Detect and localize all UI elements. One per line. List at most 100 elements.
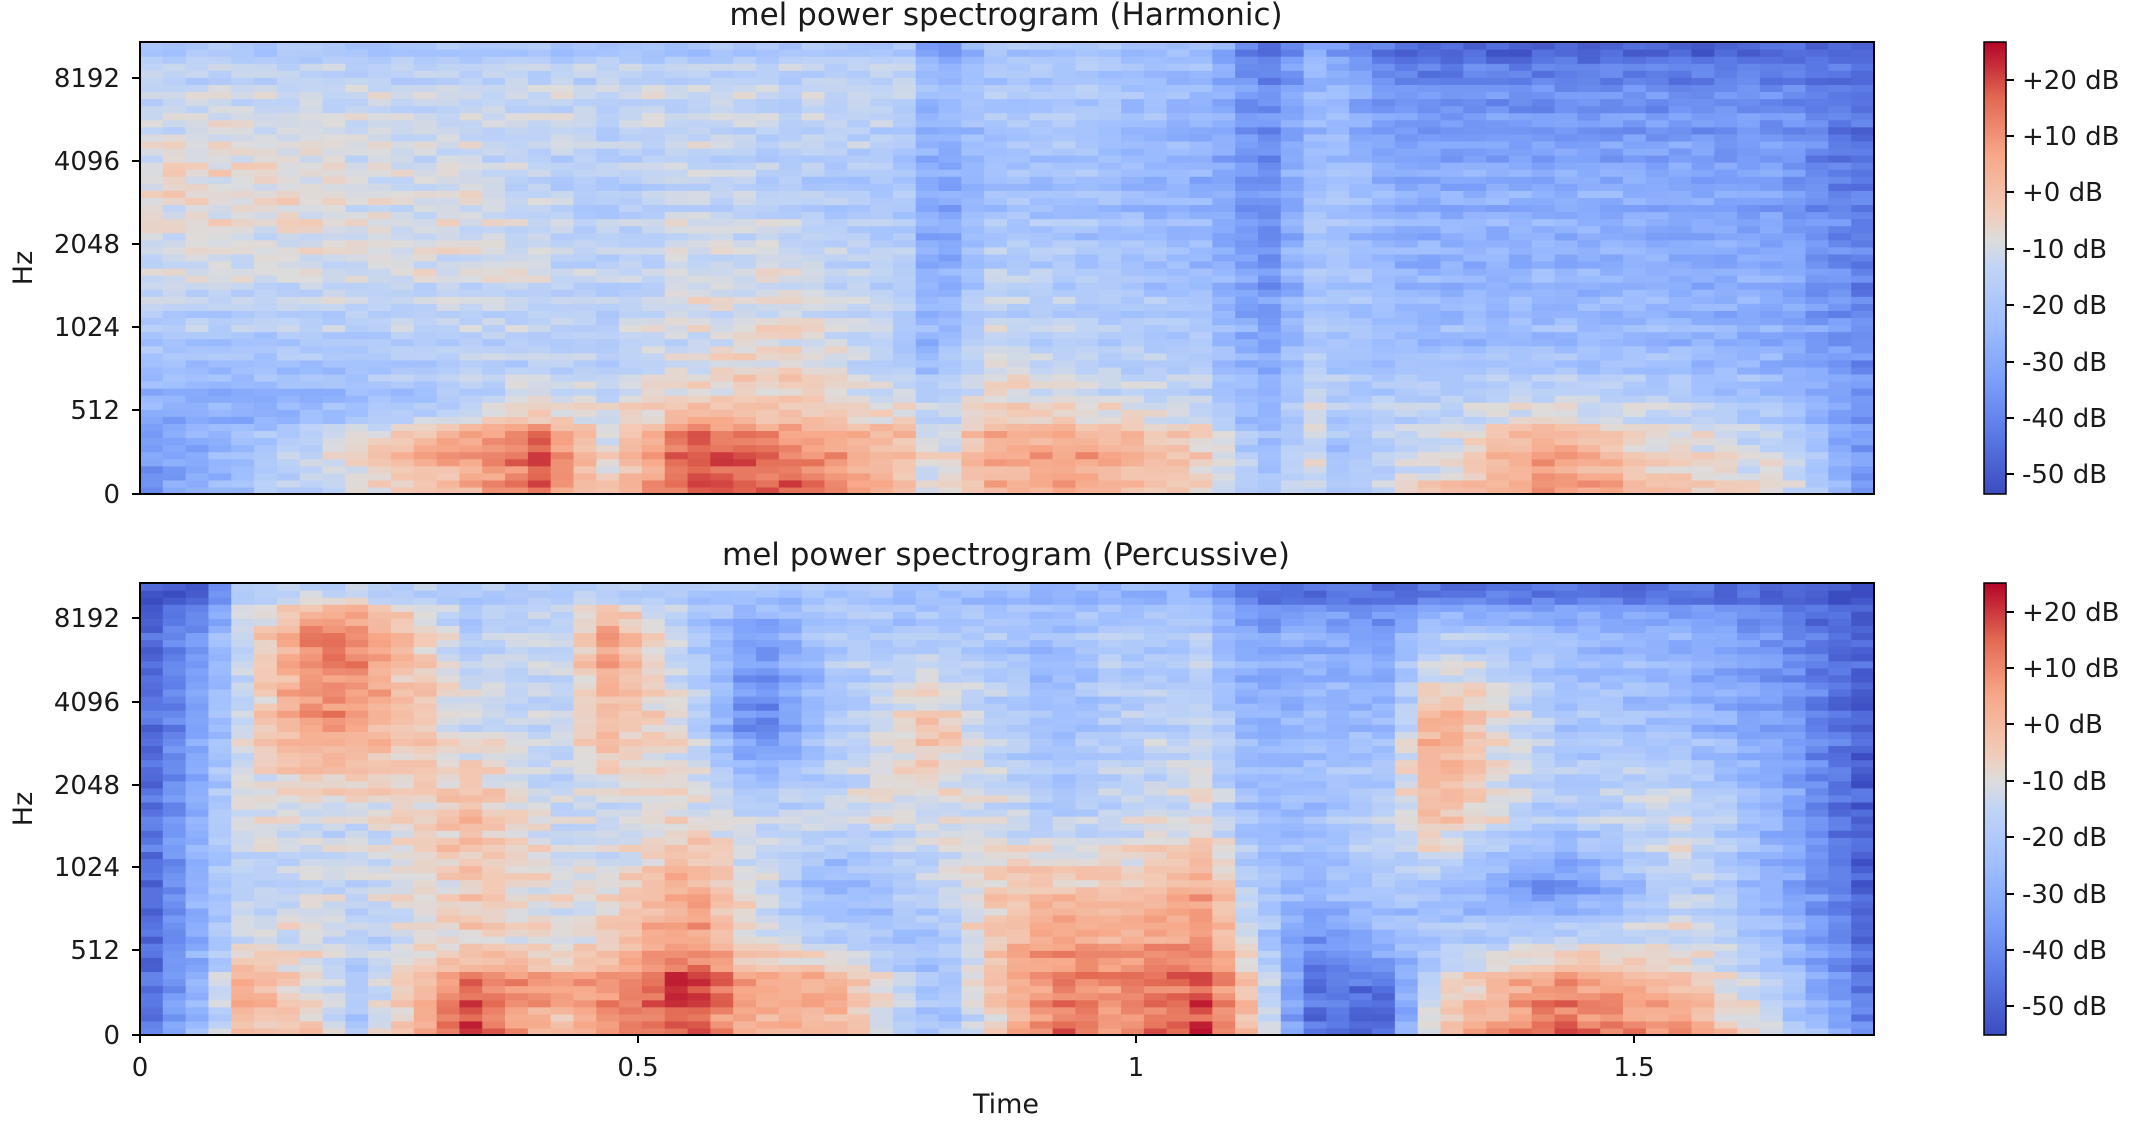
heatmap-cell — [482, 437, 506, 446]
heatmap-cell — [1531, 345, 1556, 354]
heatmap-cell — [915, 310, 940, 319]
heatmap-cell — [1554, 289, 1578, 297]
heatmap-cell — [1166, 204, 1191, 213]
heatmap-cell — [1394, 70, 1419, 78]
heatmap-cell — [1851, 472, 1875, 481]
heatmap-cell — [756, 437, 780, 446]
heatmap-cell — [276, 373, 301, 382]
heatmap-cell — [413, 190, 438, 198]
heatmap-cell — [1098, 253, 1122, 262]
heatmap-cell — [710, 204, 734, 213]
heatmap-cell — [1007, 289, 1031, 297]
heatmap-cell — [1212, 225, 1236, 234]
heatmap-cell — [505, 70, 529, 78]
heatmap-cell — [824, 112, 848, 121]
heatmap-cell — [550, 289, 575, 297]
heatmap-cell — [413, 296, 438, 304]
heatmap-cell — [140, 801, 164, 810]
heatmap-cell — [1714, 56, 1738, 64]
heatmap-cell — [847, 486, 871, 495]
heatmap-cell — [687, 289, 711, 297]
heatmap-cell — [1623, 176, 1647, 184]
heatmap-cell — [778, 190, 803, 198]
heatmap-cell — [915, 282, 940, 290]
heatmap-cell — [1623, 260, 1647, 269]
heatmap-cell — [345, 338, 369, 347]
heatmap-cell — [892, 155, 917, 163]
heatmap-cell — [1121, 465, 1145, 474]
heatmap-cell — [1394, 246, 1419, 255]
heatmap-cell — [1828, 162, 1852, 170]
heatmap-cell — [1486, 331, 1510, 340]
heatmap-cell — [1714, 84, 1738, 93]
heatmap-cell — [345, 331, 369, 340]
heatmap-cell — [436, 317, 461, 326]
heatmap-cell — [1759, 105, 1784, 114]
heatmap-cell — [1075, 155, 1099, 163]
heatmap-cell — [1759, 162, 1784, 170]
heatmap-cell — [299, 282, 324, 290]
heatmap-cell — [756, 84, 780, 93]
heatmap-cell — [710, 409, 734, 417]
heatmap-cell — [619, 409, 643, 417]
heatmap-cell — [1280, 169, 1305, 177]
heatmap-cell — [162, 147, 187, 156]
heatmap-cell — [870, 105, 894, 114]
heatmap-cell — [1166, 70, 1191, 78]
heatmap-cell — [1554, 303, 1578, 311]
heatmap-cell — [1235, 296, 1259, 304]
heatmap-cell — [1828, 56, 1852, 64]
heatmap-cell — [140, 583, 164, 591]
heatmap-cell — [413, 105, 438, 114]
heatmap-cell — [436, 183, 461, 191]
heatmap-cell — [505, 42, 529, 50]
heatmap-cell — [162, 169, 187, 177]
heatmap-cell — [1805, 112, 1829, 121]
heatmap-cell — [390, 190, 415, 198]
heatmap-cell — [1303, 373, 1328, 382]
heatmap-cell — [847, 444, 871, 453]
heatmap-cell — [505, 155, 529, 163]
heatmap-cell — [208, 451, 232, 460]
heatmap-cell — [1463, 479, 1487, 488]
heatmap-cell — [482, 289, 506, 297]
heatmap-cell — [1326, 338, 1350, 347]
heatmap-cell — [1714, 458, 1738, 467]
heatmap-cell — [1600, 183, 1624, 191]
heatmap-cell — [1143, 359, 1168, 368]
heatmap-cell — [1805, 239, 1829, 248]
heatmap-cell — [801, 119, 826, 128]
heatmap-cell — [254, 381, 278, 389]
heatmap-cell — [596, 260, 620, 269]
heatmap-cell — [1463, 296, 1487, 304]
heatmap-cell — [1714, 402, 1738, 410]
heatmap-cell — [413, 388, 438, 396]
heatmap-cell — [140, 77, 164, 85]
heatmap-cell — [390, 105, 415, 114]
heatmap-cell — [505, 63, 529, 71]
heatmap-cell — [1098, 155, 1122, 163]
heatmap-cell — [641, 84, 666, 93]
heatmap-cell — [185, 423, 210, 432]
heatmap-cell — [185, 169, 210, 177]
heatmap-cell — [1166, 359, 1191, 368]
heatmap-cell — [1531, 303, 1556, 311]
heatmap-cell — [961, 373, 985, 382]
heatmap-cell — [1143, 105, 1168, 114]
heatmap-cell — [550, 373, 575, 382]
heatmap-cell — [1098, 465, 1122, 474]
heatmap-cell — [1280, 56, 1305, 64]
heatmap-cell — [1577, 239, 1601, 248]
heatmap-cell — [527, 472, 552, 481]
heatmap-cell — [1714, 338, 1738, 347]
heatmap-cell — [1189, 56, 1213, 64]
heatmap-cell — [1737, 423, 1761, 432]
heatmap-cell — [345, 458, 369, 467]
heatmap-cell — [140, 56, 164, 64]
heatmap-cell — [140, 717, 164, 725]
heatmap-cell — [1463, 486, 1487, 495]
heatmap-cell — [322, 204, 346, 213]
heatmap-cell — [1577, 296, 1601, 304]
heatmap-cell — [1303, 253, 1328, 262]
heatmap-cell — [1828, 260, 1852, 269]
